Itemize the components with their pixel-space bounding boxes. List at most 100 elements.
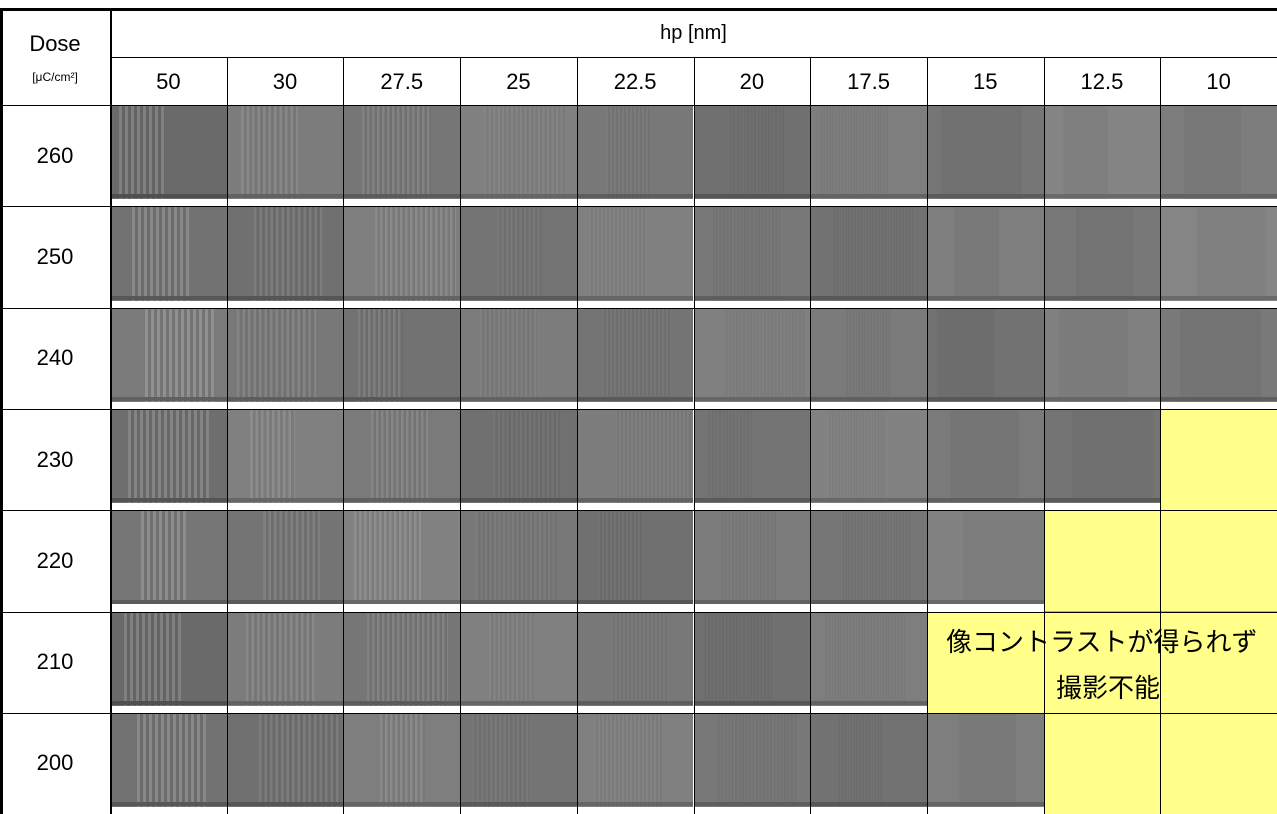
sem-image (344, 714, 460, 807)
image-caption-bar (578, 397, 694, 401)
image-caption-bar (811, 701, 927, 705)
sem-image (461, 410, 577, 503)
column-label: 20 (694, 59, 811, 105)
sem-image (111, 309, 227, 402)
sem-image (111, 106, 227, 199)
image-caption-bar (344, 296, 460, 300)
image-caption-bar (811, 397, 927, 401)
image-caption-bar (228, 802, 344, 806)
image-caption-bar (1161, 296, 1277, 300)
image-caption-bar (344, 397, 460, 401)
grid-line (0, 206, 1277, 207)
row-label: 250 (0, 206, 110, 307)
image-caption-bar (695, 498, 811, 502)
image-caption-bar (811, 194, 927, 198)
image-caption-bar (811, 498, 927, 502)
image-caption-bar (111, 701, 227, 705)
empty-cell (1044, 510, 1162, 612)
note-line: 撮影不能 (1056, 668, 1160, 705)
image-caption-bar (928, 498, 1044, 502)
sem-image (228, 207, 344, 300)
image-caption-bar (1161, 397, 1277, 401)
sem-image (811, 106, 927, 199)
image-caption-bar (228, 296, 344, 300)
grid-line (0, 612, 1277, 613)
sem-image (111, 207, 227, 300)
image-caption-bar (695, 194, 811, 198)
sem-image (461, 511, 577, 604)
sem-image (1045, 207, 1161, 300)
image-caption-bar (228, 701, 344, 705)
sem-image (228, 106, 344, 199)
sem-image (811, 511, 927, 604)
sem-image (344, 511, 460, 604)
sem-image (1045, 309, 1161, 402)
column-label: 10 (1160, 59, 1277, 105)
sem-image (344, 613, 460, 706)
image-caption-bar (228, 600, 344, 604)
sem-image (1045, 106, 1161, 199)
sem-image (928, 410, 1044, 503)
sem-image (228, 714, 344, 807)
image-caption-bar (1045, 296, 1161, 300)
row-label: 240 (0, 308, 110, 409)
page: Dose [μC/cm²] hp [nm] 503027.52522.52017… (0, 0, 1277, 814)
sem-image (228, 309, 344, 402)
image-caption-bar (111, 296, 227, 300)
image-caption-bar (111, 802, 227, 806)
sem-image (1161, 207, 1277, 300)
row-label: 200 (0, 713, 110, 814)
sem-image (928, 106, 1044, 199)
image-caption-bar (111, 498, 227, 502)
sem-image (928, 511, 1044, 604)
grid-line (0, 510, 1277, 511)
grid-line (810, 57, 811, 814)
grid-line (0, 8, 1277, 11)
sem-image (111, 410, 227, 503)
sem-image (461, 714, 577, 807)
column-label: 50 (110, 59, 227, 105)
sem-image (578, 207, 694, 300)
sem-image (695, 714, 811, 807)
sem-image (578, 613, 694, 706)
image-caption-bar (811, 600, 927, 604)
image-caption-bar (695, 701, 811, 705)
sem-image (461, 106, 577, 199)
image-caption-bar (461, 802, 577, 806)
image-caption-bar (578, 701, 694, 705)
image-caption-bar (344, 498, 460, 502)
image-caption-bar (695, 802, 811, 806)
image-caption-bar (811, 296, 927, 300)
grid-line (0, 308, 1277, 309)
image-caption-bar (461, 397, 577, 401)
sem-image (811, 309, 927, 402)
sem-image (811, 714, 927, 807)
hp-header: hp [nm] (110, 10, 1277, 56)
image-caption-bar (344, 600, 460, 604)
empty-cell (1044, 713, 1162, 814)
image-caption-bar (111, 600, 227, 604)
image-caption-bar (928, 194, 1044, 198)
empty-cell (1160, 510, 1277, 612)
sem-image (228, 613, 344, 706)
image-caption-bar (461, 296, 577, 300)
sem-image (928, 309, 1044, 402)
sem-image (461, 613, 577, 706)
sem-image (228, 511, 344, 604)
note-line: 像コントラストが得られず (946, 622, 1257, 659)
image-caption-bar (578, 802, 694, 806)
sem-image (344, 410, 460, 503)
image-caption-bar (228, 194, 344, 198)
empty-cell (1160, 713, 1277, 814)
column-label: 25 (460, 59, 577, 105)
grid-line (0, 713, 1277, 714)
image-caption-bar (928, 600, 1044, 604)
column-label: 12.5 (1044, 59, 1161, 105)
grid-line (1044, 57, 1045, 814)
image-caption-bar (928, 802, 1044, 806)
image-caption-bar (695, 397, 811, 401)
sem-image (695, 410, 811, 503)
sem-image (344, 207, 460, 300)
image-caption-bar (578, 194, 694, 198)
image-caption-bar (461, 600, 577, 604)
